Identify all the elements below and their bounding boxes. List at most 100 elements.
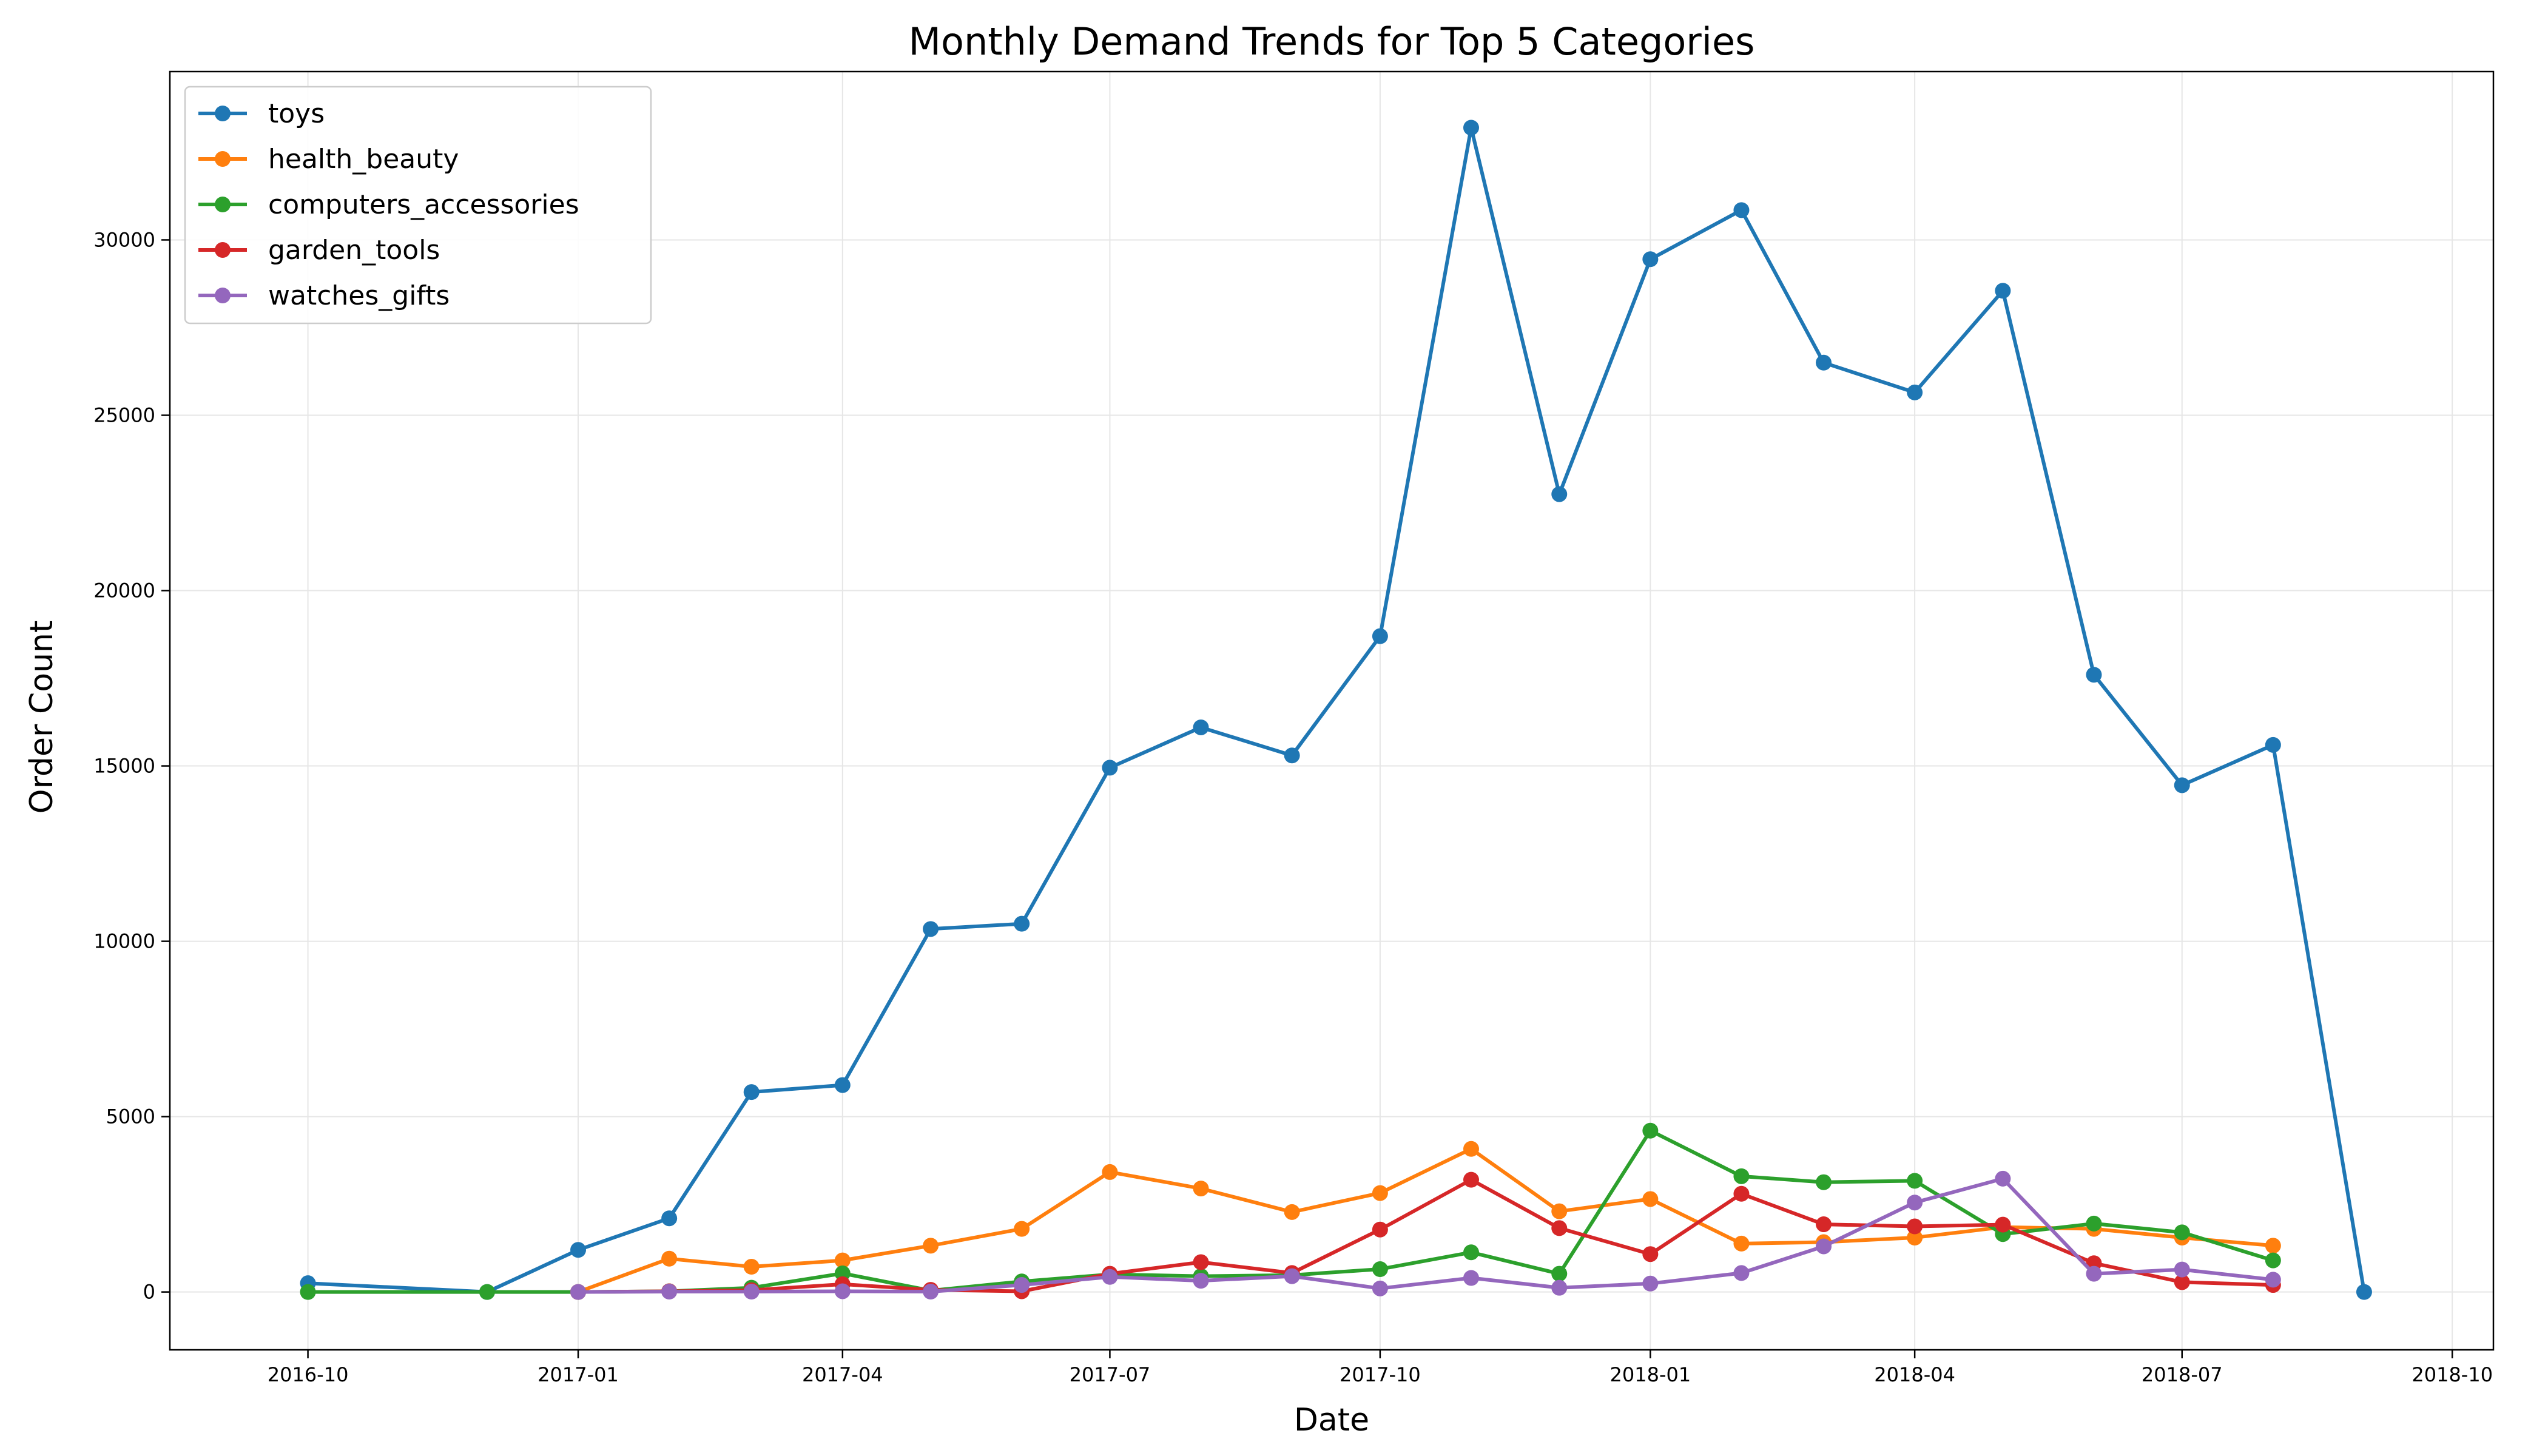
data-point <box>1014 1277 1030 1293</box>
x-tick-label: 2017-07 <box>1070 1363 1151 1386</box>
data-point <box>570 1242 587 1258</box>
series-line <box>578 1178 2273 1294</box>
y-tick-label: 10000 <box>93 930 155 953</box>
data-point <box>1642 1246 1659 1262</box>
data-point <box>834 1252 851 1269</box>
data-point <box>1733 202 1750 218</box>
data-point <box>834 1077 851 1093</box>
x-tick-label: 2017-01 <box>538 1363 619 1386</box>
x-axis-label: Date <box>1294 1402 1369 1438</box>
series-line <box>578 1176 2274 1294</box>
x-tick-label: 2018-01 <box>1610 1363 1691 1386</box>
data-point <box>1284 1204 1300 1220</box>
legend-box <box>184 86 652 325</box>
data-point <box>1816 1238 1832 1255</box>
data-point <box>479 1284 495 1300</box>
data-point <box>1551 1279 1568 1296</box>
x-tick-label: 2017-04 <box>802 1363 883 1386</box>
axis-ticks: 2016-10 2017-01 2017-04 2017-07 2017-10 2018-… <box>93 228 2493 1386</box>
data-point <box>1551 486 1568 502</box>
data-point <box>2174 777 2190 794</box>
legend-label-watches_gifts: watches_gifts <box>268 280 450 311</box>
data-point <box>1193 719 1209 735</box>
data-point <box>2086 667 2102 683</box>
data-point <box>1995 283 2011 299</box>
data-point <box>2086 1266 2102 1282</box>
series-line <box>577 1147 2274 1294</box>
legend-label-health_beauty: health_beauty <box>268 144 459 175</box>
series-layer <box>300 120 2372 1300</box>
data-point <box>1463 120 1479 136</box>
data-point <box>834 1283 851 1299</box>
y-tick-label: 30000 <box>93 228 155 251</box>
data-point <box>1102 760 1118 776</box>
data-point <box>1372 1185 1388 1201</box>
data-point <box>1372 628 1388 644</box>
data-point <box>743 1259 760 1275</box>
data-point <box>1907 1173 1923 1189</box>
y-tick-label: 0 <box>143 1281 155 1304</box>
data-point <box>1193 1181 1209 1197</box>
legend-label-toys: toys <box>268 98 325 129</box>
legend-swatch-marker <box>215 242 231 258</box>
data-point <box>661 1284 678 1300</box>
data-point <box>1284 747 1300 764</box>
x-tick-label: 2016-10 <box>268 1363 349 1386</box>
data-point <box>1642 1122 1659 1139</box>
y-tick-label: 15000 <box>93 755 155 778</box>
x-tick-label: 2018-04 <box>1874 1363 1955 1386</box>
data-point <box>300 1284 316 1300</box>
data-point <box>1907 1195 1923 1211</box>
data-point <box>2174 1274 2190 1290</box>
data-point <box>1907 1230 1923 1246</box>
data-point <box>1102 1269 1118 1285</box>
data-point <box>2086 1215 2102 1232</box>
data-point <box>1907 384 1923 400</box>
data-point <box>1642 1275 1659 1292</box>
data-point <box>1014 915 1030 932</box>
data-point <box>1733 1168 1750 1184</box>
chart-title: Monthly Demand Trends for Top 5 Categori… <box>909 19 1755 64</box>
data-point <box>2265 1272 2281 1288</box>
data-point <box>1102 1164 1118 1180</box>
data-point <box>834 1265 851 1281</box>
data-point <box>2265 1252 2281 1269</box>
data-point <box>1372 1261 1388 1278</box>
data-point <box>1193 1254 1209 1270</box>
data-point <box>1372 1221 1388 1238</box>
data-point <box>1642 1191 1659 1207</box>
data-point <box>923 921 939 937</box>
grid-lines <box>170 72 2493 1350</box>
y-tick-label: 5000 <box>106 1105 155 1128</box>
data-point <box>1733 1265 1750 1281</box>
data-point <box>1551 1203 1568 1219</box>
series-watches_gifts <box>570 1170 2281 1300</box>
legend-label-garden_tools: garden_tools <box>268 235 440 266</box>
x-tick-label: 2017-10 <box>1340 1363 1421 1386</box>
data-point <box>1733 1235 1750 1252</box>
legend-label-computers_accessories: computers_accessories <box>268 189 579 220</box>
data-point <box>743 1284 760 1300</box>
legend-swatch-marker <box>215 288 231 303</box>
data-point <box>1372 1280 1388 1296</box>
y-tick-label: 20000 <box>93 579 155 602</box>
data-point <box>2174 1224 2190 1241</box>
data-point <box>1014 1221 1030 1237</box>
data-point <box>1995 1170 2011 1187</box>
legend-swatch-marker <box>215 151 231 167</box>
y-axis-label: Order Count <box>24 621 60 814</box>
data-point <box>1463 1171 1479 1188</box>
data-point <box>661 1250 678 1267</box>
data-point <box>1816 1174 1832 1190</box>
data-point <box>1551 1220 1568 1236</box>
data-point <box>2265 1238 2281 1254</box>
data-point <box>1642 251 1659 268</box>
data-point <box>1193 1273 1209 1289</box>
data-point <box>2356 1284 2372 1300</box>
data-point <box>1907 1218 1923 1235</box>
data-point <box>1463 1270 1479 1286</box>
data-point <box>1284 1268 1300 1284</box>
legend-swatch-marker <box>215 197 231 212</box>
data-point <box>1816 354 1832 371</box>
